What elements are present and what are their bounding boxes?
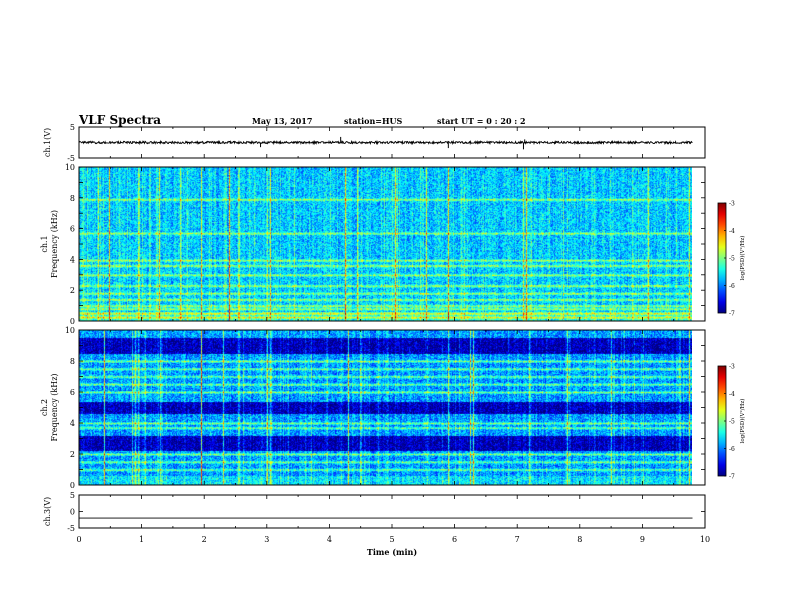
colorbar-tick-label: -6 bbox=[729, 283, 735, 290]
colorbar-tick-label: -7 bbox=[729, 474, 735, 481]
x-tick-label: 4 bbox=[327, 535, 332, 544]
ch3-ylabel: ch.3(V) bbox=[43, 497, 52, 526]
colorbar-label: log(PSD)(V²/Hz) bbox=[739, 399, 746, 444]
spectrogram-ylabel-frequency: Frequency (kHz) bbox=[50, 373, 59, 441]
colorbars: -3 -4 -5 -6 -7 log(PSD)(V²/Hz) -3 -4 -5 -6 -7 log(P… bbox=[717, 201, 746, 481]
spectrogram-ylabel-channel: ch.2 bbox=[40, 399, 49, 416]
x-tick-label: 8 bbox=[577, 535, 582, 544]
y-tick-label: 8 bbox=[70, 194, 75, 203]
y-tick-label: 2 bbox=[70, 286, 75, 295]
colorbar-tick-label: -3 bbox=[729, 364, 735, 371]
y-tick-label: -5 bbox=[67, 154, 75, 163]
y-tick-label: 0 bbox=[70, 317, 75, 326]
y-tick-label: 6 bbox=[70, 388, 75, 397]
y-tick-label: 6 bbox=[70, 225, 75, 234]
colorbar-tick-label: -4 bbox=[729, 228, 735, 235]
y-tick-label: 0 bbox=[70, 508, 75, 517]
y-tick-label: 5 bbox=[70, 491, 75, 500]
x-tick-label: 7 bbox=[515, 535, 520, 544]
spectrogram-image-1 bbox=[79, 167, 692, 321]
date-label: May 13, 2017 bbox=[252, 116, 313, 126]
colorbar-tick-label: -7 bbox=[729, 311, 735, 318]
x-tick-label: 9 bbox=[640, 535, 645, 544]
start-time-label: start UT = 0 : 20 : 2 bbox=[437, 116, 526, 126]
x-tick-label: 5 bbox=[389, 535, 394, 544]
x-tick-label: 6 bbox=[452, 535, 457, 544]
y-tick-label: 4 bbox=[70, 419, 75, 428]
colorbar-tick-label: -4 bbox=[729, 391, 735, 398]
spectrogram-ylabel-frequency: Frequency (kHz) bbox=[50, 210, 59, 278]
x-axis-label: Time (min) bbox=[367, 547, 417, 557]
ch1-waveform-trace bbox=[78, 139, 693, 146]
x-tick-label: 1 bbox=[139, 535, 144, 544]
colorbar-label: log(PSD)(V²/Hz) bbox=[739, 236, 746, 281]
x-tick-label: 0 bbox=[76, 535, 81, 544]
y-tick-label: 4 bbox=[70, 255, 75, 264]
station-label: station=HUS bbox=[344, 116, 403, 126]
colorbar-tick-label: -3 bbox=[729, 201, 735, 208]
figure-title: VLF Spectra bbox=[79, 113, 162, 127]
y-tick-label: 2 bbox=[70, 450, 75, 459]
colorbar-tick-label: -6 bbox=[729, 446, 735, 453]
x-tick-label: 2 bbox=[202, 535, 207, 544]
y-tick-label: 0 bbox=[70, 481, 75, 490]
x-tick-label: 10 bbox=[700, 535, 710, 544]
y-tick-label: 5 bbox=[70, 123, 75, 132]
panels bbox=[78, 126, 706, 529]
spectrogram-image-2 bbox=[79, 330, 692, 485]
y-tick-label: 8 bbox=[70, 357, 75, 366]
colorbar-tick-label: -5 bbox=[729, 419, 735, 426]
panel-frame-3 bbox=[78, 494, 706, 529]
ch1-ylabel: ch.1(V) bbox=[43, 128, 52, 157]
x-tick-label: 3 bbox=[264, 535, 269, 544]
spectrogram-ylabel-channel: ch.1 bbox=[40, 235, 49, 252]
y-tick-label: -5 bbox=[67, 524, 75, 533]
y-tick-label: 10 bbox=[65, 326, 75, 335]
y-tick-label: 10 bbox=[65, 163, 75, 172]
colorbar-tick-label: -5 bbox=[729, 256, 735, 263]
